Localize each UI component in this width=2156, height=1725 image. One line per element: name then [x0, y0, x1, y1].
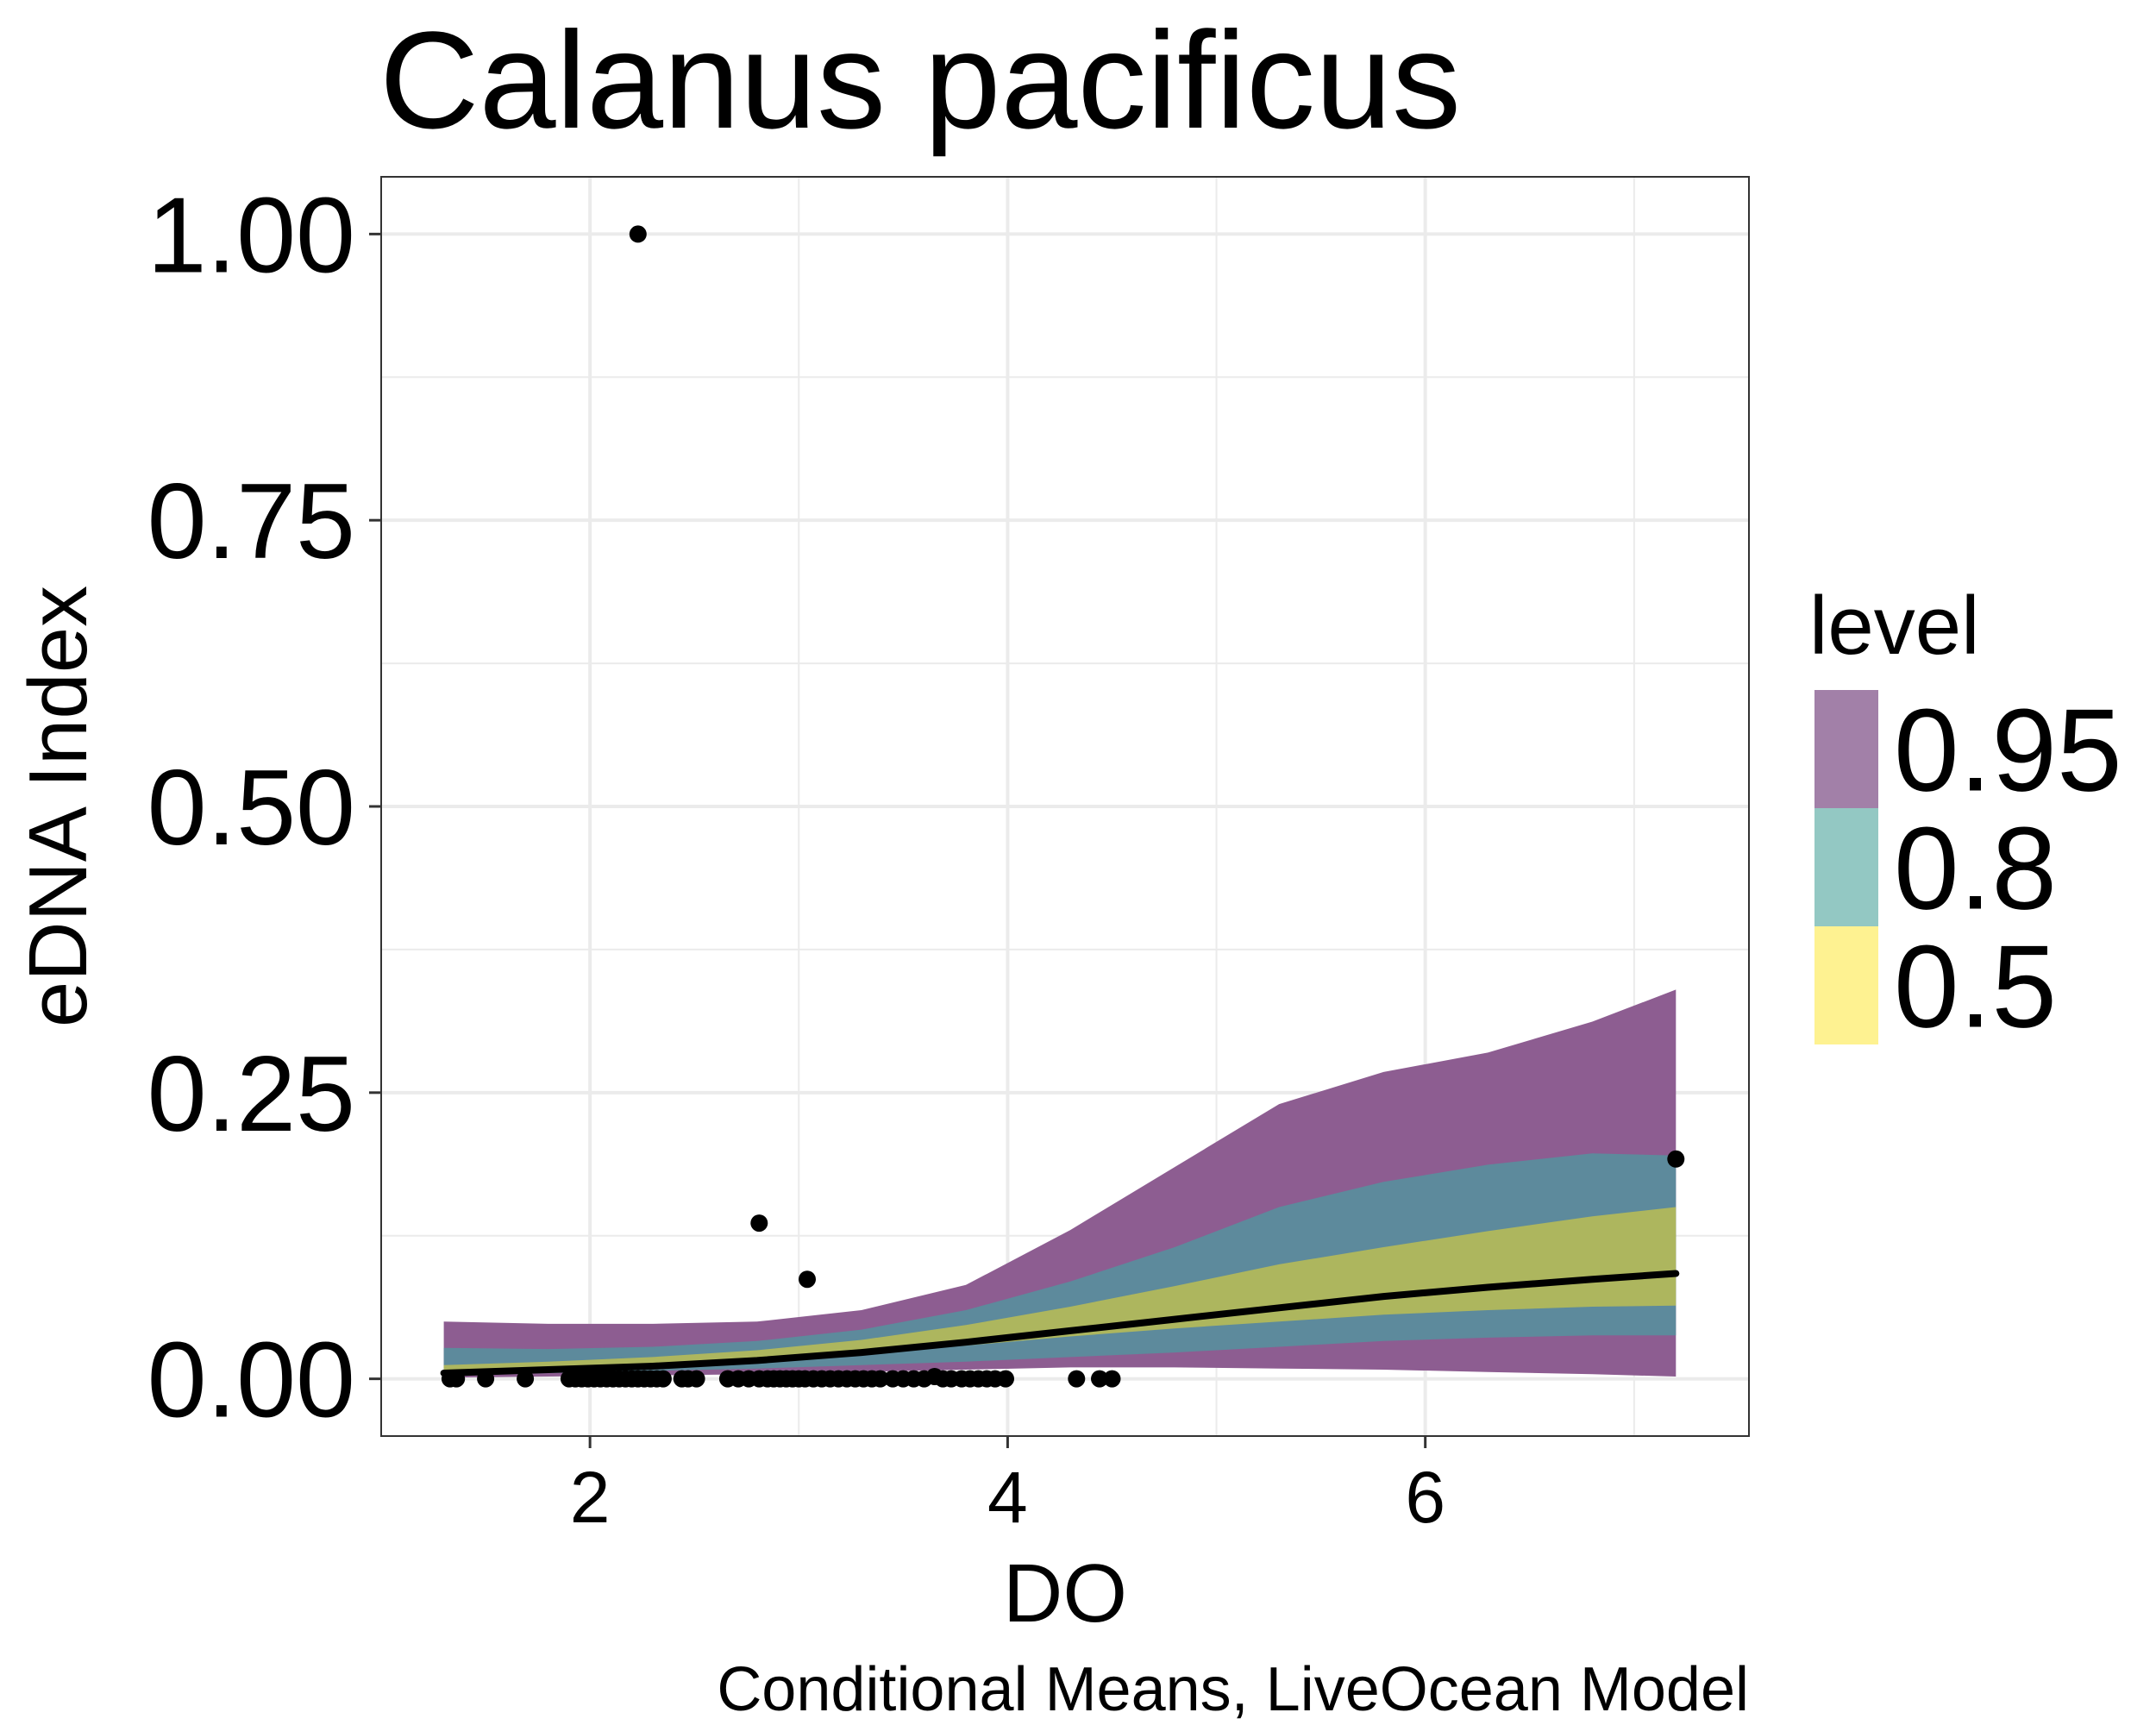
data-point — [997, 1370, 1014, 1388]
x-tick-label: 6 — [1405, 1457, 1445, 1538]
y-tick-label: 0.75 — [147, 462, 355, 581]
y-tick-label: 0.00 — [147, 1321, 355, 1440]
y-tick-label: 0.25 — [147, 1035, 355, 1154]
plot-panel — [380, 176, 1750, 1437]
data-points — [441, 225, 1685, 1388]
data-point — [1068, 1370, 1086, 1388]
data-point — [517, 1370, 535, 1388]
y-axis-label: eDNA Index — [12, 586, 104, 1027]
x-axis: 2 4 6 — [570, 1436, 1445, 1538]
data-point — [687, 1370, 705, 1388]
chart-caption: Conditional Means, LiveOcean Model — [717, 1655, 1749, 1724]
legend-key — [1814, 926, 1878, 1044]
legend: level 0.950.80.5 — [1809, 580, 2122, 1052]
band-0-8 — [443, 1153, 1677, 1376]
data-point — [871, 1370, 889, 1388]
legend-key — [1814, 808, 1878, 926]
data-point — [629, 225, 647, 243]
data-point — [1103, 1370, 1121, 1388]
legend-label: 0.8 — [1894, 803, 2057, 934]
y-tick-label: 1.00 — [147, 176, 355, 295]
data-point — [1091, 1370, 1108, 1388]
mean-line — [440, 1270, 1680, 1377]
y-tick-label: 0.50 — [147, 749, 355, 868]
legend-label: 0.5 — [1894, 921, 2057, 1052]
legend-label: 0.95 — [1894, 685, 2122, 816]
data-point — [448, 1370, 466, 1388]
mean-lines — [440, 1270, 1680, 1377]
x-tick-label: 4 — [987, 1457, 1028, 1538]
legend-key — [1814, 690, 1878, 808]
data-point — [1667, 1150, 1685, 1168]
x-tick-label: 2 — [570, 1457, 611, 1538]
x-axis-label: DO — [1003, 1547, 1127, 1640]
data-point — [799, 1270, 816, 1289]
data-point — [477, 1370, 495, 1388]
legend-title: level — [1809, 580, 1979, 672]
y-axis: 0.00 0.25 0.50 0.75 1.00 — [147, 176, 381, 1440]
chart-title: Calanus pacificus — [379, 3, 1461, 157]
data-point — [654, 1370, 672, 1388]
data-point — [750, 1214, 768, 1233]
